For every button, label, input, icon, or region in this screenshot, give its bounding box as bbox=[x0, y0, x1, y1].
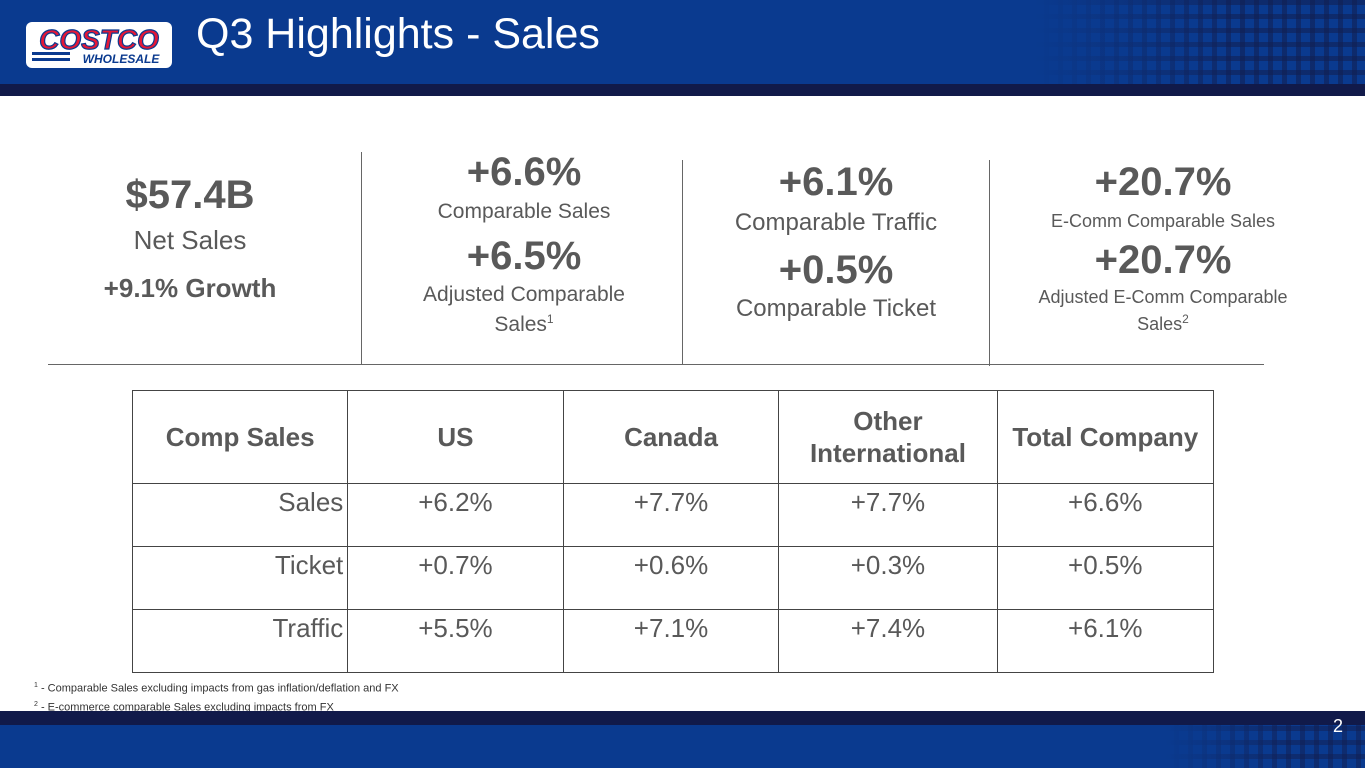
divider-2 bbox=[682, 160, 683, 364]
logo-sub-text: WHOLESALE bbox=[83, 52, 161, 66]
table-row: Sales +6.2% +7.7% +7.7% +6.6% bbox=[131, 483, 1214, 547]
adj-comp-sales-label: Adjusted Comparable Sales1 bbox=[423, 283, 625, 336]
net-sales-growth: +9.1% Growth bbox=[103, 273, 277, 303]
cell-ticket-other-intl: +0.3% bbox=[778, 546, 998, 610]
net-sales-value: $57.4B bbox=[125, 173, 255, 217]
footnote-1: 1 - Comparable Sales excluding impacts f… bbox=[34, 682, 399, 695]
cell-sales-canada: +7.7% bbox=[562, 483, 780, 547]
adj-ecomm-value: +20.7% bbox=[1094, 238, 1232, 282]
comp-ticket-value: +0.5% bbox=[778, 248, 894, 292]
costco-logo: COSTCO WHOLESALE bbox=[26, 22, 172, 68]
adj-comp-sales-value: +6.5% bbox=[466, 234, 582, 278]
comp-ticket-label: Comparable Ticket bbox=[735, 295, 937, 322]
header-checker-pattern bbox=[1035, 0, 1365, 84]
header-total-company: Total Company bbox=[996, 390, 1214, 484]
table-header-row: Comp Sales US Canada Other International… bbox=[131, 390, 1214, 484]
cell-sales-us: +6.2% bbox=[347, 483, 564, 547]
divider-3 bbox=[989, 160, 990, 366]
header-bar bbox=[0, 0, 1365, 84]
header-comp-sales: Comp Sales bbox=[131, 390, 349, 484]
cell-ticket-us: +0.7% bbox=[347, 546, 564, 610]
page-title: Q3 Highlights - Sales bbox=[196, 10, 600, 58]
cell-sales-other-intl: +7.7% bbox=[778, 483, 998, 547]
cell-ticket-canada: +0.6% bbox=[562, 546, 780, 610]
comp-sales-table: Comp Sales US Canada Other International… bbox=[131, 390, 1214, 673]
net-sales-label: Net Sales bbox=[133, 225, 247, 255]
table-row: Ticket +0.7% +0.6% +0.3% +0.5% bbox=[131, 546, 1214, 610]
cell-traffic-other-intl: +7.4% bbox=[778, 609, 998, 673]
ecomm-label: E-Comm Comparable Sales bbox=[1050, 211, 1276, 231]
ecomm-value: +20.7% bbox=[1094, 160, 1232, 204]
footer-checker-pattern bbox=[1165, 725, 1365, 768]
cell-ticket-total: +0.5% bbox=[996, 546, 1214, 610]
comp-sales-value: +6.6% bbox=[466, 150, 582, 194]
comp-sales-label: Comparable Sales bbox=[437, 200, 611, 223]
row-label-ticket: Ticket bbox=[131, 546, 349, 610]
header-other-international: Other International bbox=[778, 390, 998, 484]
kpi-comparable-sales: +6.6% Comparable Sales +6.5% Adjusted Co… bbox=[384, 150, 664, 337]
cell-traffic-total: +6.1% bbox=[996, 609, 1214, 673]
comp-traffic-value: +6.1% bbox=[778, 160, 894, 204]
page-number: 2 bbox=[1332, 716, 1343, 736]
footer-stripe bbox=[0, 711, 1365, 725]
footer-bar bbox=[0, 725, 1365, 768]
header-stripe bbox=[0, 84, 1365, 96]
row-label-sales: Sales bbox=[131, 483, 349, 547]
kpi-ecomm: +20.7% E-Comm Comparable Sales +20.7% Ad… bbox=[1018, 160, 1308, 335]
footnotes: 1 - Comparable Sales excluding impacts f… bbox=[34, 678, 399, 715]
comp-traffic-label: Comparable Traffic bbox=[734, 209, 938, 236]
cell-sales-total: +6.6% bbox=[996, 483, 1214, 547]
kpi-bottom-rule bbox=[48, 364, 1264, 365]
divider-1 bbox=[361, 152, 362, 364]
cell-traffic-canada: +7.1% bbox=[562, 609, 780, 673]
table-row: Traffic +5.5% +7.1% +7.4% +6.1% bbox=[131, 609, 1214, 673]
adj-ecomm-label: Adjusted E-Comm Comparable Sales2 bbox=[1038, 287, 1288, 334]
row-label-traffic: Traffic bbox=[131, 609, 349, 673]
kpi-traffic-ticket: +6.1% Comparable Traffic +0.5% Comparabl… bbox=[696, 160, 976, 324]
logo-brand-text: COSTCO bbox=[39, 24, 159, 55]
header-us: US bbox=[347, 390, 564, 484]
footnote-2: 2 - E-commerce comparable Sales excludin… bbox=[34, 700, 334, 714]
header-canada: Canada bbox=[562, 390, 780, 484]
cell-traffic-us: +5.5% bbox=[347, 609, 564, 673]
kpi-net-sales: $57.4B Net Sales +9.1% Growth bbox=[60, 173, 320, 303]
